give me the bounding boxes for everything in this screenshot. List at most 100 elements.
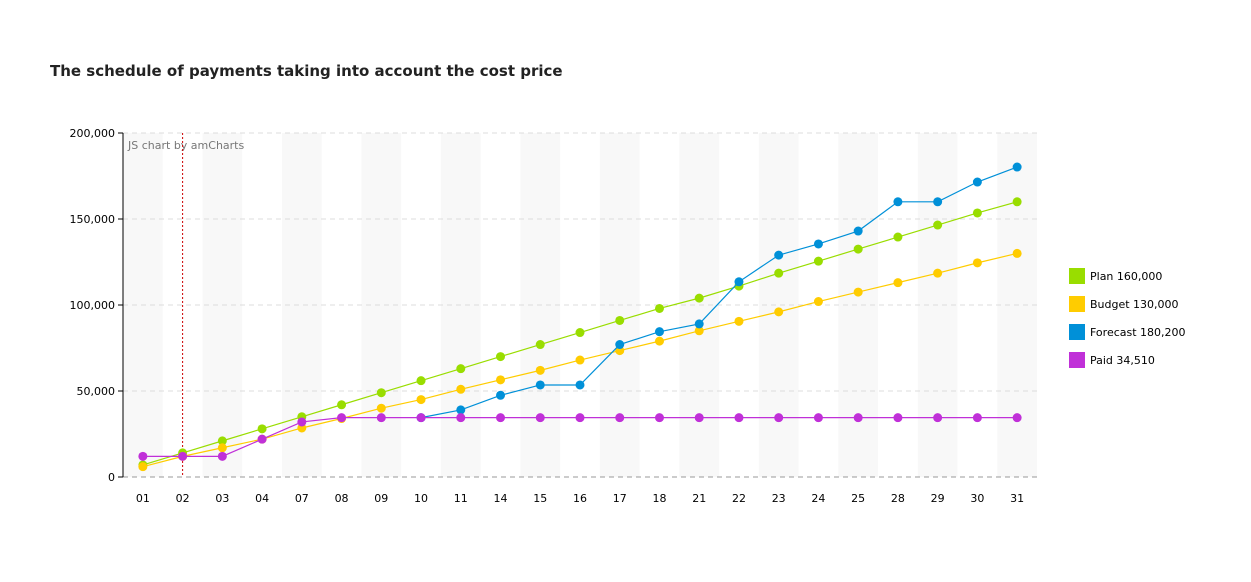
data-point bbox=[853, 226, 863, 236]
legend-swatch bbox=[1069, 268, 1085, 284]
data-point bbox=[615, 315, 625, 325]
legend-item[interactable]: Budget 130,000 bbox=[1069, 290, 1186, 318]
data-point bbox=[337, 400, 347, 410]
data-point bbox=[734, 277, 744, 287]
data-point bbox=[575, 355, 585, 365]
x-tick-label: 21 bbox=[692, 492, 706, 505]
data-point bbox=[456, 364, 466, 374]
data-point bbox=[1012, 413, 1022, 423]
data-point bbox=[774, 250, 784, 260]
data-point bbox=[893, 197, 903, 207]
x-tick-label: 31 bbox=[1010, 492, 1024, 505]
data-point bbox=[893, 278, 903, 288]
legend-item[interactable]: Forecast 180,200 bbox=[1069, 318, 1186, 346]
data-point bbox=[654, 413, 664, 423]
data-point bbox=[337, 413, 347, 423]
x-tick-label: 04 bbox=[255, 492, 269, 505]
series-line bbox=[420, 166, 1018, 419]
data-point bbox=[575, 413, 585, 423]
legend-item[interactable]: Paid 34,510 bbox=[1069, 346, 1186, 374]
data-point bbox=[297, 417, 307, 427]
x-tick-label: 17 bbox=[613, 492, 627, 505]
data-point bbox=[178, 451, 188, 461]
legend-label: Plan 160,000 bbox=[1090, 269, 1163, 283]
data-point bbox=[535, 340, 545, 350]
x-tick-label: 18 bbox=[652, 492, 666, 505]
x-tick-label: 24 bbox=[811, 492, 825, 505]
series-plan bbox=[138, 197, 1022, 470]
data-point bbox=[376, 403, 386, 413]
series-budget bbox=[138, 248, 1022, 472]
data-point bbox=[893, 413, 903, 423]
x-tick-label: 02 bbox=[176, 492, 190, 505]
series-paid bbox=[138, 413, 1022, 461]
data-point bbox=[774, 307, 784, 317]
data-point bbox=[535, 380, 545, 390]
legend-label: Budget 130,000 bbox=[1090, 297, 1179, 311]
data-point bbox=[575, 380, 585, 390]
data-point bbox=[813, 239, 823, 249]
data-point bbox=[496, 413, 506, 423]
legend-item[interactable]: Plan 160,000 bbox=[1069, 262, 1186, 290]
data-point bbox=[694, 326, 704, 336]
x-tick-label: 01 bbox=[136, 492, 150, 505]
data-point bbox=[853, 413, 863, 423]
data-point bbox=[933, 197, 943, 207]
data-point bbox=[575, 328, 585, 338]
x-tick-label: 09 bbox=[374, 492, 388, 505]
data-point bbox=[972, 258, 982, 268]
data-point bbox=[257, 424, 267, 434]
data-point bbox=[694, 413, 704, 423]
x-tick-label: 08 bbox=[335, 492, 349, 505]
chart-title: The schedule of payments taking into acc… bbox=[50, 62, 563, 80]
data-point bbox=[138, 462, 148, 472]
data-point bbox=[853, 244, 863, 254]
watermark: JS chart by amCharts bbox=[127, 139, 244, 152]
legend: Plan 160,000 Budget 130,000 Forecast 180,2… bbox=[1069, 262, 1186, 374]
data-point bbox=[933, 413, 943, 423]
data-point bbox=[376, 388, 386, 398]
data-point bbox=[972, 413, 982, 423]
data-point bbox=[416, 413, 426, 423]
x-tick-label: 29 bbox=[931, 492, 945, 505]
series-forecast bbox=[416, 162, 1022, 423]
legend-swatch bbox=[1069, 324, 1085, 340]
data-point bbox=[694, 293, 704, 303]
x-tick-label: 10 bbox=[414, 492, 428, 505]
data-point bbox=[933, 220, 943, 230]
x-tick-label: 30 bbox=[970, 492, 984, 505]
x-tick-label: 14 bbox=[494, 492, 508, 505]
data-point bbox=[1012, 197, 1022, 207]
x-tick-label: 23 bbox=[772, 492, 786, 505]
data-point bbox=[813, 413, 823, 423]
data-point bbox=[654, 303, 664, 313]
data-point bbox=[496, 352, 506, 362]
data-point bbox=[972, 208, 982, 218]
x-tick-label: 07 bbox=[295, 492, 309, 505]
data-point bbox=[853, 287, 863, 297]
y-tick-label: 150,000 bbox=[70, 213, 116, 226]
data-point bbox=[217, 451, 227, 461]
data-point bbox=[734, 413, 744, 423]
data-point bbox=[496, 390, 506, 400]
data-point bbox=[456, 384, 466, 394]
data-point bbox=[217, 436, 227, 446]
y-tick-label: 100,000 bbox=[70, 299, 116, 312]
data-point bbox=[893, 232, 903, 242]
data-point bbox=[654, 327, 664, 337]
data-point bbox=[456, 405, 466, 415]
x-tick-label: 22 bbox=[732, 492, 746, 505]
data-point bbox=[813, 297, 823, 307]
data-point bbox=[416, 376, 426, 386]
x-tick-label: 28 bbox=[891, 492, 905, 505]
x-tick-label: 15 bbox=[533, 492, 547, 505]
data-point bbox=[376, 413, 386, 423]
y-tick-label: 0 bbox=[108, 471, 115, 484]
data-point bbox=[217, 443, 227, 453]
data-point bbox=[813, 256, 823, 266]
data-point bbox=[1012, 248, 1022, 258]
data-point bbox=[416, 395, 426, 405]
data-point bbox=[774, 413, 784, 423]
